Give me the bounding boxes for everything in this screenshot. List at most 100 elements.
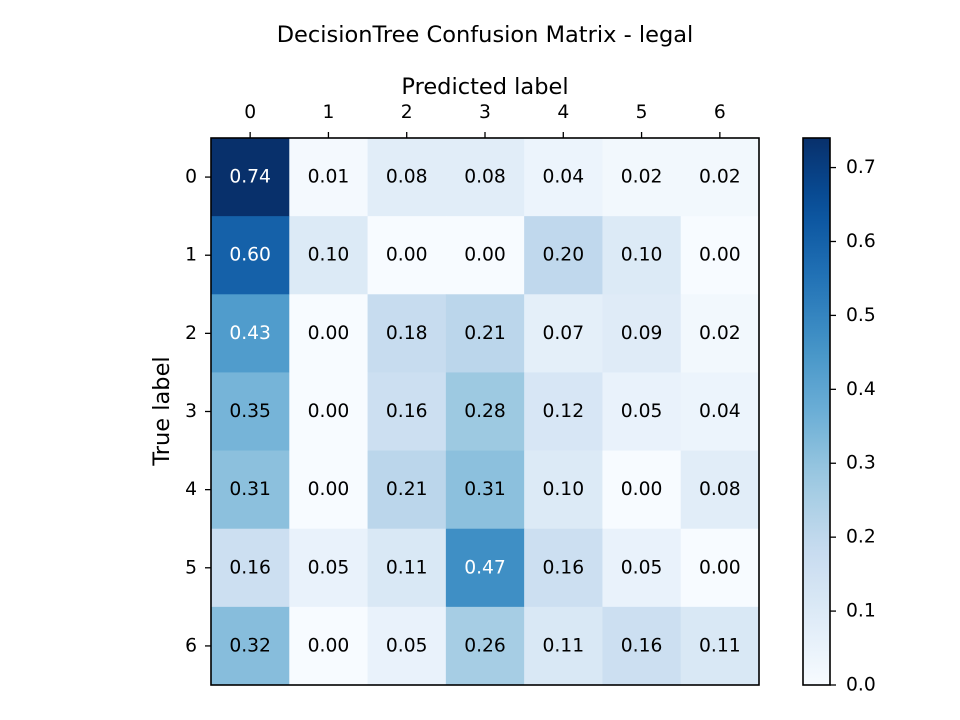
heatmap-cell bbox=[289, 606, 369, 686]
x-axis-label: Predicted label bbox=[401, 74, 568, 100]
x-tick-label: 6 bbox=[714, 102, 726, 123]
heatmap-cell-value: 0.05 bbox=[621, 401, 663, 422]
heatmap-cell bbox=[289, 528, 369, 608]
colorbar-tick-label: 0.7 bbox=[846, 157, 876, 178]
y-tick-label: 3 bbox=[185, 401, 197, 422]
heatmap-cell bbox=[524, 372, 603, 452]
heatmap-cell-value: 0.16 bbox=[229, 557, 271, 578]
heatmap-cell-value: 0.35 bbox=[229, 401, 271, 422]
x-tick-label: 4 bbox=[557, 102, 569, 123]
heatmap-cell-value: 0.43 bbox=[229, 323, 271, 344]
heatmap-cell bbox=[211, 528, 290, 608]
heatmap-cell bbox=[367, 372, 447, 452]
heatmap-cell bbox=[445, 372, 525, 452]
colorbar-tick-label: 0.1 bbox=[846, 601, 876, 622]
heatmap-cell bbox=[524, 450, 603, 530]
y-tick-label: 6 bbox=[185, 635, 197, 656]
heatmap-cell-value: 0.00 bbox=[308, 401, 350, 422]
colorbar-tick-label: 0.3 bbox=[846, 453, 876, 474]
heatmap-cell-value: 0.26 bbox=[464, 635, 506, 656]
heatmap-cell-value: 0.08 bbox=[699, 479, 741, 500]
heatmap-cell bbox=[602, 372, 682, 452]
heatmap-cell bbox=[289, 138, 369, 217]
heatmap-cell-value: 0.16 bbox=[542, 557, 584, 578]
heatmap-cell bbox=[289, 450, 369, 530]
heatmap-cell bbox=[211, 294, 290, 373]
heatmap-cell-value: 0.00 bbox=[699, 245, 741, 266]
colorbar-tick-label: 0.2 bbox=[846, 527, 876, 548]
y-axis-ticks: 0 1 2 3 4 5 6 bbox=[185, 167, 211, 656]
heatmap-cell bbox=[680, 606, 760, 686]
heatmap-cell bbox=[602, 450, 682, 530]
colorbar-ticks: 0.0 0.1 0.2 0.3 0.4 0.5 0.6 0.7 bbox=[830, 157, 876, 696]
heatmap-cell bbox=[211, 216, 290, 295]
y-tick-label: 0 bbox=[185, 167, 197, 188]
x-tick-label: 0 bbox=[244, 102, 256, 123]
heatmap-cell bbox=[367, 294, 447, 373]
heatmap-cell bbox=[524, 606, 603, 686]
heatmap-cell bbox=[445, 450, 525, 530]
heatmap-cell-value: 0.04 bbox=[542, 167, 584, 188]
heatmap-cell-value: 0.32 bbox=[229, 635, 271, 656]
heatmap-cell-value: 0.21 bbox=[464, 323, 506, 344]
heatmap-cell bbox=[445, 294, 525, 373]
chart-title: DecisionTree Confusion Matrix - legal bbox=[277, 22, 694, 48]
heatmap-cell-value: 0.11 bbox=[386, 557, 428, 578]
heatmap-cell-value: 0.11 bbox=[699, 635, 741, 656]
heatmap-cell-value: 0.00 bbox=[621, 479, 663, 500]
colorbar-tick-label: 0.6 bbox=[846, 231, 876, 252]
heatmap-cell bbox=[602, 138, 682, 217]
heatmap-cell-value: 0.16 bbox=[386, 401, 428, 422]
heatmap-cell-value: 0.60 bbox=[229, 245, 271, 266]
heatmap-cell bbox=[289, 372, 369, 452]
heatmap-cell-value: 0.02 bbox=[699, 323, 741, 344]
x-tick-label: 3 bbox=[479, 102, 491, 123]
y-tick-label: 2 bbox=[185, 323, 197, 344]
heatmap-cells bbox=[211, 138, 760, 686]
heatmap-cell-value: 0.05 bbox=[386, 635, 428, 656]
heatmap-cell-value: 0.01 bbox=[308, 167, 350, 188]
heatmap-value-labels: 0.74 0.01 0.08 0.08 0.04 0.02 0.02 0.60 0.10 0.00… bbox=[229, 167, 740, 657]
heatmap-cell bbox=[367, 450, 447, 530]
heatmap-cell bbox=[680, 138, 760, 217]
heatmap-cell bbox=[211, 606, 290, 686]
heatmap-cell-value: 0.08 bbox=[386, 167, 428, 188]
heatmap-cell-value: 0.10 bbox=[542, 479, 584, 500]
heatmap-cell-value: 0.18 bbox=[386, 323, 428, 344]
y-axis-label: True label bbox=[149, 356, 175, 466]
colorbar-tick-label: 0.5 bbox=[846, 305, 876, 326]
heatmap-cell bbox=[211, 450, 290, 530]
x-tick-label: 1 bbox=[322, 102, 334, 123]
heatmap-cell-value: 0.20 bbox=[542, 245, 584, 266]
heatmap-cell-value: 0.00 bbox=[308, 635, 350, 656]
heatmap-cell bbox=[289, 216, 369, 295]
heatmap-cell bbox=[680, 450, 760, 530]
heatmap-cell-value: 0.11 bbox=[542, 635, 584, 656]
heatmap-cell bbox=[602, 216, 682, 295]
heatmap-cell bbox=[680, 528, 760, 608]
heatmap-cell bbox=[602, 528, 682, 608]
heatmap-cell bbox=[445, 528, 525, 608]
y-tick-label: 1 bbox=[185, 245, 197, 266]
heatmap-cell bbox=[367, 216, 447, 295]
heatmap-cell-value: 0.02 bbox=[699, 167, 741, 188]
heatmap-cell-value: 0.10 bbox=[308, 245, 350, 266]
heatmap-cell bbox=[445, 216, 525, 295]
heatmap-cell-value: 0.02 bbox=[621, 167, 663, 188]
heatmap-cell bbox=[680, 216, 760, 295]
heatmap-cell-value: 0.08 bbox=[464, 167, 506, 188]
x-tick-label: 5 bbox=[636, 102, 648, 123]
colorbar-tick-label: 0.0 bbox=[846, 675, 876, 696]
x-axis-ticks: 0 1 2 3 4 5 6 bbox=[244, 102, 726, 138]
heatmap-cell-value: 0.10 bbox=[621, 245, 663, 266]
heatmap-cell-value: 0.16 bbox=[621, 635, 663, 656]
heatmap-cell bbox=[524, 294, 603, 373]
heatmap-cell bbox=[367, 138, 447, 217]
x-tick-label: 2 bbox=[401, 102, 413, 123]
heatmap-cell bbox=[680, 372, 760, 452]
heatmap-cell bbox=[367, 606, 447, 686]
heatmap-cell bbox=[211, 138, 290, 217]
heatmap-cell bbox=[289, 294, 369, 373]
y-tick-label: 4 bbox=[185, 479, 197, 500]
